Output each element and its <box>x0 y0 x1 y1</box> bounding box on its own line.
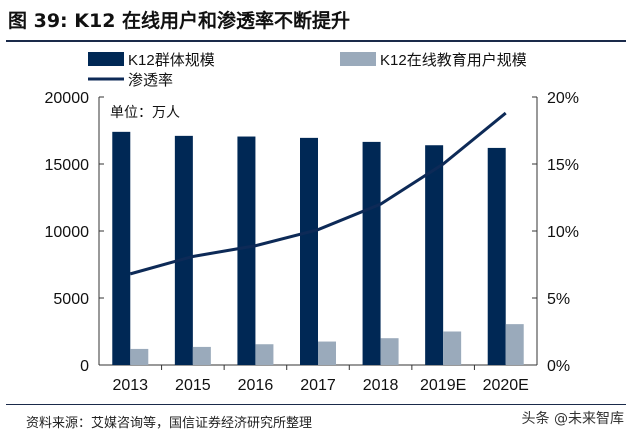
bar-k12-online-users <box>192 346 211 365</box>
bar-k12-online-users <box>505 324 524 365</box>
legend-swatch-k12-online-users <box>340 52 376 66</box>
right-tick-label: 10% <box>547 224 579 241</box>
bottom-divider <box>6 404 626 405</box>
legend-label: K12群体规模 <box>128 52 215 69</box>
line-penetration-rate <box>129 111 507 276</box>
chart-svg: 0 5000 10000 15000 20000 0% 5% 10% 15% 20% 2013 201… <box>45 52 579 394</box>
bar-k12-population <box>112 131 131 365</box>
left-tick-label: 10000 <box>45 224 90 241</box>
legend-label: 渗透率 <box>128 72 173 89</box>
x-tick-label: 2019E <box>420 377 466 394</box>
x-tick-label: 2017 <box>300 377 336 394</box>
right-tick-label: 20% <box>547 90 579 107</box>
left-tick-label: 15000 <box>45 157 90 174</box>
x-tick-label: 2013 <box>112 377 148 394</box>
x-tick-label: 2018 <box>363 377 399 394</box>
figure-title: 图 39: K12 在线用户和渗透率不断提升 <box>8 10 351 32</box>
bar-k12-population <box>237 136 256 365</box>
source-note: 资料来源：艾媒咨询等，国信证券经济研究所整理 <box>26 416 313 431</box>
x-tick-label: 2015 <box>175 377 211 394</box>
bar-k12-online-users <box>380 338 399 365</box>
right-tick-label: 5% <box>547 291 570 308</box>
legend-label: K12在线教育用户规模 <box>380 52 527 69</box>
right-tick-label: 0% <box>547 358 570 375</box>
x-tick-label: 2020E <box>483 377 529 394</box>
legend-swatch-k12-population <box>88 52 124 66</box>
bar-k12-population <box>425 145 444 365</box>
bar-k12-population <box>300 137 318 365</box>
bar-k12-population <box>174 135 193 365</box>
bar-k12-online-users <box>318 341 336 365</box>
top-divider <box>6 40 626 42</box>
bar-k12-online-users <box>443 331 462 365</box>
bar-k12-population <box>362 141 381 365</box>
x-tick-label: 2016 <box>238 377 274 394</box>
left-tick-label: 0 <box>80 358 89 375</box>
bar-k12-online-users <box>130 348 149 365</box>
watermark: 头条 @未来智库 <box>521 411 624 427</box>
right-tick-label: 15% <box>547 157 579 174</box>
left-tick-label: 20000 <box>45 90 90 107</box>
bar-k12-online-users <box>255 344 274 365</box>
bar-k12-population <box>487 147 506 365</box>
left-tick-label: 5000 <box>53 291 89 308</box>
unit-note: 单位：万人 <box>110 104 180 120</box>
